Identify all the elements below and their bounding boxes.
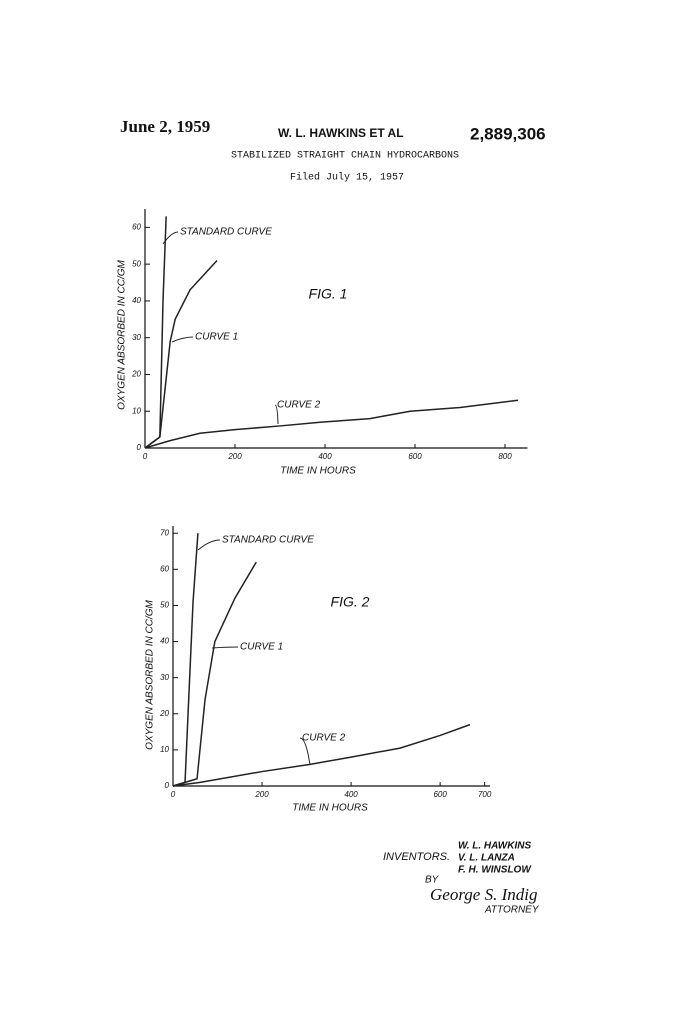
y-tick-label: 60	[132, 222, 141, 231]
leader-line	[197, 539, 221, 551]
y-tick-label: 0	[165, 781, 170, 790]
x-tick-label: 200	[254, 790, 269, 799]
curve	[144, 259, 218, 449]
curve-label: CURVE 2	[302, 733, 346, 744]
x-tick-label: 400	[344, 790, 358, 799]
y-tick-label: 40	[132, 296, 141, 305]
attorney-label: ATTORNEY	[484, 905, 540, 916]
curve	[144, 399, 519, 449]
curve-label: CURVE 1	[240, 642, 283, 653]
signature: George S. Indig	[430, 885, 538, 904]
figure-label: FIG. 2	[331, 594, 370, 610]
x-tick-label: 800	[498, 452, 512, 461]
curve	[172, 723, 471, 787]
curve	[172, 533, 199, 787]
leader-line	[171, 336, 194, 343]
y-tick-label: 0	[137, 443, 142, 452]
x-axis-title: TIME IN HOURS	[280, 466, 356, 477]
figure-label: FIG. 1	[309, 286, 348, 302]
inventor-name: V. L. LANZA	[458, 853, 515, 864]
leader-line	[299, 737, 311, 766]
x-tick-label: 0	[143, 452, 148, 461]
curve-label: STANDARD CURVE	[180, 227, 272, 238]
x-tick-label: 400	[318, 452, 332, 461]
y-tick-label: 60	[160, 564, 169, 573]
y-tick-label: 20	[159, 709, 169, 718]
curve	[172, 561, 257, 787]
x-tick-label: 700	[478, 790, 492, 799]
curve-label: STANDARD CURVE	[222, 535, 314, 546]
y-tick-label: 40	[160, 637, 169, 646]
x-tick-label: 200	[227, 452, 242, 461]
leader-line	[162, 231, 179, 245]
x-axis-title: TIME IN HOURS	[292, 803, 368, 814]
y-tick-label: 20	[131, 370, 141, 379]
y-tick-label: 10	[132, 406, 141, 415]
inventor: W. L. HAWKINS ET AL	[278, 126, 404, 140]
x-tick-label: 600	[408, 452, 422, 461]
inventor-name: F. H. WINSLOW	[458, 865, 532, 876]
leader-line	[274, 404, 279, 425]
y-axis-title: OXYGEN ABSORBED IN CC/GM	[145, 600, 156, 750]
inventor-name: W. L. HAWKINS	[458, 841, 531, 852]
patent-title: STABILIZED STRAIGHT CHAIN HYDROCARBONS	[231, 151, 459, 162]
y-tick-label: 70	[160, 528, 169, 537]
y-tick-label: 50	[160, 601, 169, 610]
y-tick-label: 50	[132, 259, 141, 268]
by-label: BY	[425, 875, 440, 886]
y-tick-label: 30	[132, 333, 141, 342]
x-tick-label: 600	[433, 790, 447, 799]
y-tick-label: 10	[160, 745, 169, 754]
y-axis-title: OXYGEN ABSORBED IN CC/GM	[117, 260, 128, 410]
filed-date: Filed July 15, 1957	[290, 172, 404, 184]
leader-line	[211, 646, 239, 649]
curve-label: CURVE 1	[195, 332, 238, 343]
x-tick-label: 0	[171, 790, 176, 799]
patent-number: 2,889,306	[470, 124, 546, 143]
curve-label: CURVE 2	[277, 400, 321, 411]
y-tick-label: 30	[160, 673, 169, 682]
date: June 2, 1959	[120, 117, 210, 136]
inventors-label: INVENTORS.	[383, 851, 450, 863]
